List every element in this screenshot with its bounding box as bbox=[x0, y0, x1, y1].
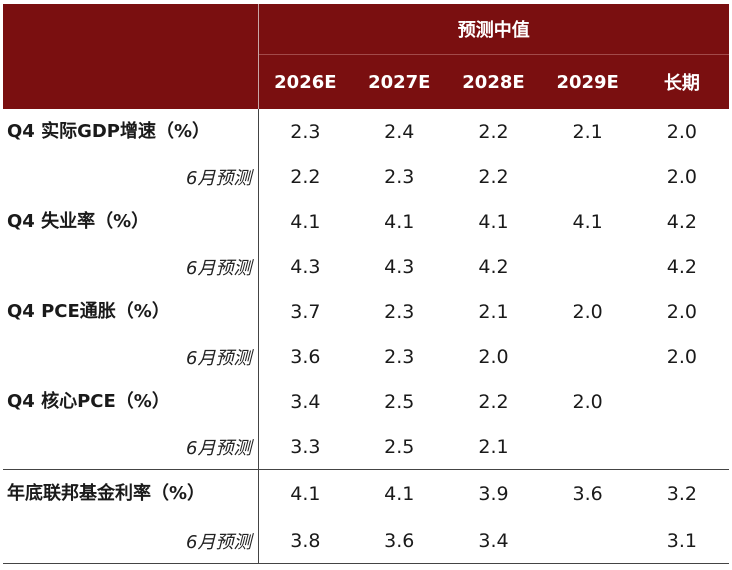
table-cell: 2.3 bbox=[384, 165, 415, 188]
row-label-gdp: Q4 实际GDP增速（%） bbox=[3, 109, 259, 154]
row-label-june-forecast: 6月预测 bbox=[3, 424, 259, 470]
table-row-core-pce: Q4 核心PCE（%） 3.4 2.5 2.2 2.0 bbox=[3, 379, 729, 424]
table-cell bbox=[541, 244, 635, 289]
table-row-pce: Q4 PCE通胀（%） 3.7 2.3 2.1 2.0 2.0 bbox=[3, 289, 729, 334]
column-header-longrun: 长期 bbox=[634, 54, 729, 109]
table-row-core-pce-june: 6月预测 3.3 2.5 2.1 bbox=[3, 424, 729, 470]
row-label-unemployment: Q4 失业率（%） bbox=[3, 199, 259, 244]
row-label-june-forecast: 6月预测 bbox=[3, 334, 259, 379]
column-header-2026e: 2026E bbox=[258, 54, 353, 109]
table-cell bbox=[541, 424, 635, 470]
header-group-title: 预测中值 bbox=[258, 4, 729, 55]
row-label-pce: Q4 PCE通胀（%） bbox=[3, 289, 259, 334]
table-cell: 2.2 bbox=[478, 120, 509, 143]
table-row-gdp: Q4 实际GDP增速（%） 2.3 2.4 2.2 2.1 2.0 bbox=[3, 109, 729, 154]
table-cell: 2.3 bbox=[384, 345, 415, 368]
column-header-2029e: 2029E bbox=[540, 54, 635, 109]
table-cell: 2.1 bbox=[478, 300, 509, 323]
table-cell: 3.2 bbox=[634, 469, 729, 518]
table-cell: 4.1 bbox=[352, 469, 447, 518]
table-cell: 3.9 bbox=[446, 469, 541, 518]
header-row-group: 预测中值 bbox=[3, 4, 729, 109]
economic-projections-table: 预测中值 2026E 2027E 2028E 2029E 长期 Q4 实际GDP… bbox=[3, 4, 729, 564]
row-label-june-forecast: 6月预测 bbox=[3, 154, 259, 199]
column-header-2027e: 2027E bbox=[352, 54, 447, 109]
table-cell: 2.4 bbox=[384, 120, 415, 143]
table-cell: 3.1 bbox=[634, 518, 729, 564]
table-cell bbox=[541, 334, 635, 379]
table-cell: 2.5 bbox=[384, 435, 415, 458]
table-cell: 3.6 bbox=[540, 469, 635, 518]
table-cell: 2.2 bbox=[478, 165, 509, 188]
table-cell: 2.5 bbox=[384, 390, 415, 413]
table-cell: 2.0 bbox=[666, 300, 697, 323]
table-cell: 4.3 bbox=[384, 255, 415, 278]
table-cell: 4.1 bbox=[384, 210, 415, 233]
row-label-june-forecast: 6月预测 bbox=[3, 518, 259, 564]
row-label-fed-funds: 年底联邦基金利率（%） bbox=[3, 469, 259, 518]
header-corner-cell bbox=[3, 4, 259, 109]
table-row-pce-june: 6月预测 3.6 2.3 2.0 2.0 bbox=[3, 334, 729, 379]
table-cell: 4.2 bbox=[666, 255, 697, 278]
table-cell bbox=[635, 424, 729, 470]
table-cell: 4.1 bbox=[258, 469, 353, 518]
table-cell: 2.3 bbox=[384, 300, 415, 323]
column-header-2028e: 2028E bbox=[446, 54, 541, 109]
table-cell: 2.0 bbox=[666, 345, 697, 368]
table-cell: 2.0 bbox=[666, 120, 697, 143]
table-cell: 4.1 bbox=[572, 210, 603, 233]
table-row-gdp-june: 6月预测 2.2 2.3 2.2 2.0 bbox=[3, 154, 729, 199]
table-cell: 4.2 bbox=[478, 255, 509, 278]
table-row-fed-funds-june: 6月预测 3.8 3.6 3.4 3.1 bbox=[3, 518, 729, 564]
table-cell: 4.3 bbox=[290, 255, 321, 278]
table-cell: 2.1 bbox=[572, 120, 603, 143]
table-cell: 2.1 bbox=[478, 435, 509, 458]
table-cell: 3.4 bbox=[290, 390, 321, 413]
table-cell: 3.6 bbox=[352, 518, 447, 564]
row-label-core-pce: Q4 核心PCE（%） bbox=[3, 379, 259, 424]
table-cell: 4.2 bbox=[666, 210, 697, 233]
table-cell: 3.7 bbox=[290, 300, 321, 323]
table-cell: 2.0 bbox=[666, 165, 697, 188]
table-cell: 2.2 bbox=[290, 165, 321, 188]
table-cell: 4.1 bbox=[478, 210, 509, 233]
table-row-unemployment-june: 6月预测 4.3 4.3 4.2 4.2 bbox=[3, 244, 729, 289]
table-cell bbox=[541, 154, 635, 199]
table-cell: 3.4 bbox=[446, 518, 541, 564]
table-cell: 2.0 bbox=[572, 390, 603, 413]
table-cell bbox=[635, 379, 729, 424]
table-row-unemployment: Q4 失业率（%） 4.1 4.1 4.1 4.1 4.2 bbox=[3, 199, 729, 244]
header-row-years: 2026E 2027E 2028E 2029E 长期 bbox=[3, 54, 729, 109]
table-cell: 2.0 bbox=[478, 345, 509, 368]
table-cell: 3.6 bbox=[290, 345, 321, 368]
table-row-fed-funds: 年底联邦基金利率（%） 4.1 4.1 3.9 3.6 3.2 bbox=[3, 469, 729, 518]
table-cell: 2.0 bbox=[572, 300, 603, 323]
table-cell: 4.1 bbox=[290, 210, 321, 233]
table-cell: 3.8 bbox=[258, 518, 353, 564]
row-label-june-forecast: 6月预测 bbox=[3, 244, 259, 289]
table-cell bbox=[540, 518, 635, 564]
table-cell: 2.3 bbox=[290, 120, 321, 143]
table-cell: 3.3 bbox=[290, 435, 321, 458]
table-cell: 2.2 bbox=[478, 390, 509, 413]
